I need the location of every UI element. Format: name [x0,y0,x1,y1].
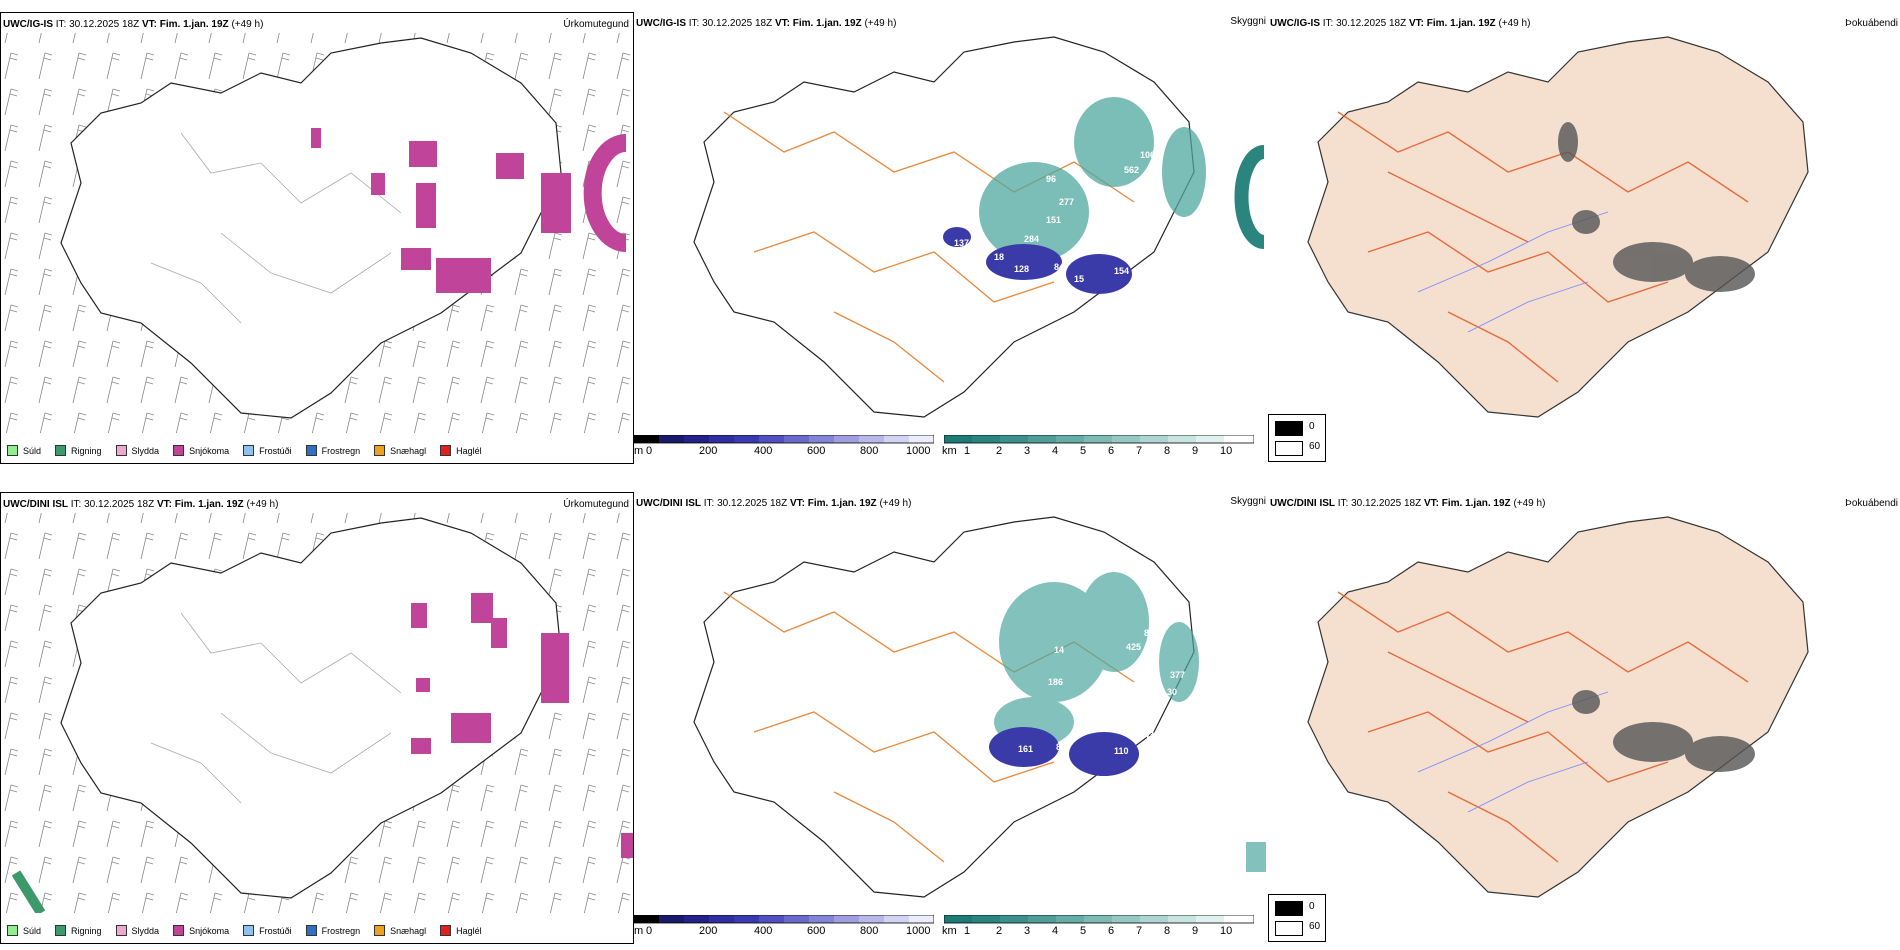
legend-item: Rigning [55,925,102,936]
precip-panel-row1: UWC/IG-IS IT: 30.12.2025 18Z VT: Fim. 1.… [0,12,634,464]
precip-legend-row2: Súld Rigning Slydda Snjókoma Frostúði Fr… [7,925,496,936]
row2-fog-header: UWC/DINI ISL IT: 30.12.2025 18Z VT: Fim.… [1270,498,1546,509]
height-colorbar-row2: m 0 200 400 600 800 1000 [634,915,934,941]
legend-item: Haglél [440,925,482,936]
legend-item: Slydda [115,445,159,456]
row2-fog-title: Þokuábendi [1845,498,1898,509]
legend-item: Súld [7,925,41,936]
precip-panel-row2: UWC/DINI ISL IT: 30.12.2025 18Z VT: Fim.… [0,492,634,944]
visibility-colorbar-row2: km 1 2 3 4 5 6 7 8 9 10 [942,915,1254,941]
legend-item: Rigning [55,445,102,456]
row2-cloud-header: UWC/DINI ISL IT: 30.12.2025 18Z VT: Fim.… [636,498,912,509]
row1-fog-header: UWC/IG-IS IT: 30.12.2025 18Z VT: Fim. 1.… [1270,18,1531,29]
cloud-panel-row2: UWC/DINI ISL IT: 30.12.2025 18Z VT: Fim.… [634,492,1268,944]
precip-legend-row1: Súld Rigning Slydda Snjókoma Frostúði Fr… [7,445,496,456]
row1-precip-title: Úrkomutegund [563,19,629,30]
row1-precip-header: UWC/IG-IS IT: 30.12.2025 18Z VT: Fim. 1.… [3,19,264,30]
fog-legend-row1: 0 60 [1268,414,1326,462]
row2-cloud-map [693,516,1266,898]
legend-item: Súld [7,445,41,456]
legend-item: Snæhagl [374,925,426,936]
iceland-outline [60,37,562,419]
row1-fog-title: Þokuábendi [1845,18,1898,29]
row2-fog-map [1307,516,1809,898]
visibility-colorbar-row1: km 1 2 3 4 5 6 7 8 9 10 [942,435,1254,461]
legend-item: Haglél [440,445,482,456]
legend-item: Slydda [115,925,159,936]
row2-precip-title: Úrkomutegund [563,499,629,510]
height-colorbar-row1: m 0 200 400 600 800 1000 [634,435,934,461]
visibility-colorbar [944,915,1254,924]
fog-panel-row1: UWC/IG-IS IT: 30.12.2025 18Z VT: Fim. 1.… [1268,12,1900,464]
row2-cloud-title: Skyggni [1230,496,1266,507]
legend-item: Frostregn [305,445,360,456]
row1-precip-map [1,33,633,433]
height-colorbar [634,435,934,444]
row1-cloud-map [693,36,1265,418]
visibility-colorbar [944,435,1254,444]
legend-item: Frostúði [243,445,292,456]
row1-cloud-header: UWC/IG-IS IT: 30.12.2025 18Z VT: Fim. 1.… [636,18,897,29]
row2-precip-header: UWC/DINI ISL IT: 30.12.2025 18Z VT: Fim.… [3,499,279,510]
row1-fog-map [1307,36,1809,418]
legend-item: Snæhagl [374,445,426,456]
row1-cloud-title: Skyggni [1230,16,1266,27]
fog-legend-row2: 0 60 [1268,894,1326,942]
row2-precip-map [1,513,633,913]
legend-item: Snjókoma [173,925,229,936]
legend-item: Frostúði [243,925,292,936]
fog-panel-row2: UWC/DINI ISL IT: 30.12.2025 18Z VT: Fim.… [1268,492,1900,944]
snow-ring [583,134,627,252]
height-colorbar [634,915,934,924]
cloud-panel-row1: UWC/IG-IS IT: 30.12.2025 18Z VT: Fim. 1.… [634,12,1268,464]
legend-item: Snjókoma [173,445,229,456]
legend-item: Frostregn [305,925,360,936]
